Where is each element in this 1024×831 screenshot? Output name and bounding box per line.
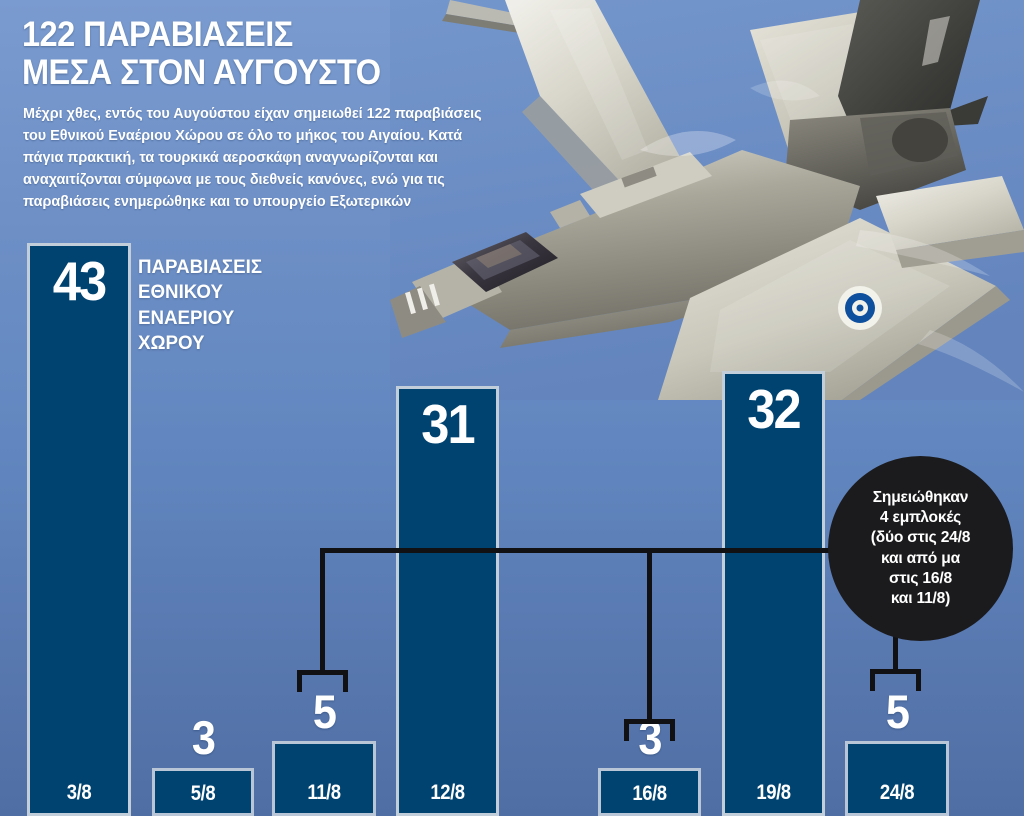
bar-value-3-8: 43 bbox=[52, 250, 107, 312]
bar-value-24-8: 5 bbox=[885, 685, 910, 738]
bar-5-8: 5/8 bbox=[152, 768, 254, 816]
bar-value-12-8: 31 bbox=[421, 393, 475, 455]
bar-value-11-8: 5 bbox=[312, 685, 337, 738]
bar-date-11-8: 11/8 bbox=[307, 781, 341, 804]
connector-bracket-right-16-8 bbox=[670, 719, 675, 741]
connector-bracket-top-24-8 bbox=[870, 669, 921, 674]
bar-11-8: 11/8 bbox=[272, 741, 376, 816]
chart-legend: ΠΑΡΑΒΙΑΣΕΙΣ ΕΘΝΙΚΟΥ ΕΝΑΕΡΙΟΥ ΧΩΡΟΥ bbox=[138, 256, 263, 355]
bar-3-8: 43 3/8 bbox=[27, 243, 131, 816]
page-title: 122 ΠΑΡΑΒΙΑΣΕΙΣ ΜΕΣΑ ΣΤΟΝ ΑΥΓΟΥΣΤΟ bbox=[22, 16, 459, 92]
bar-date-19-8: 19/8 bbox=[756, 781, 791, 804]
chart-baseline bbox=[0, 816, 1024, 831]
connector-bracket-top-11-8 bbox=[297, 670, 348, 675]
connector-bracket-right-24-8 bbox=[916, 669, 921, 691]
bar-16-8: 16/8 bbox=[598, 768, 701, 816]
bar-value-5-8: 3 bbox=[191, 711, 216, 764]
annotation-callout-text: Σημειώθηκαν 4 εμπλοκές (δύο στις 24/8 κα… bbox=[870, 488, 971, 608]
bar-value-19-8: 32 bbox=[747, 378, 801, 440]
connector-vertical-16-8 bbox=[647, 548, 652, 723]
intro-paragraph: Μέχρι χθες, εντός του Αυγούστου είχαν ση… bbox=[23, 106, 482, 210]
bar-date-3-8: 3/8 bbox=[66, 781, 92, 804]
bar-date-12-8: 12/8 bbox=[430, 781, 465, 804]
bar-19-8: 32 19/8 bbox=[722, 371, 825, 816]
bar-date-5-8: 5/8 bbox=[190, 782, 216, 805]
bar-24-8: 24/8 bbox=[845, 741, 949, 816]
connector-bracket-left-11-8 bbox=[297, 670, 302, 692]
page-title-line2: ΜΕΣΑ ΣΤΟΝ ΑΥΓΟΥΣΤΟ bbox=[22, 52, 381, 92]
connector-vertical-24-8 bbox=[893, 630, 898, 672]
bar-date-16-8: 16/8 bbox=[632, 782, 667, 805]
connector-vertical-11-8 bbox=[320, 548, 325, 673]
connector-bracket-left-24-8 bbox=[870, 669, 875, 691]
connector-bracket-left-16-8 bbox=[624, 719, 629, 741]
bar-date-24-8: 24/8 bbox=[879, 781, 915, 804]
annotation-callout: Σημειώθηκαν 4 εμπλοκές (δύο στις 24/8 κα… bbox=[828, 456, 1013, 641]
connector-bracket-top-16-8 bbox=[624, 719, 675, 724]
connector-horizontal-main bbox=[320, 548, 920, 553]
bar-12-8: 31 12/8 bbox=[396, 386, 499, 816]
connector-bracket-right-11-8 bbox=[343, 670, 348, 692]
page-title-line1: 122 ΠΑΡΑΒΙΑΣΕΙΣ bbox=[22, 15, 293, 54]
